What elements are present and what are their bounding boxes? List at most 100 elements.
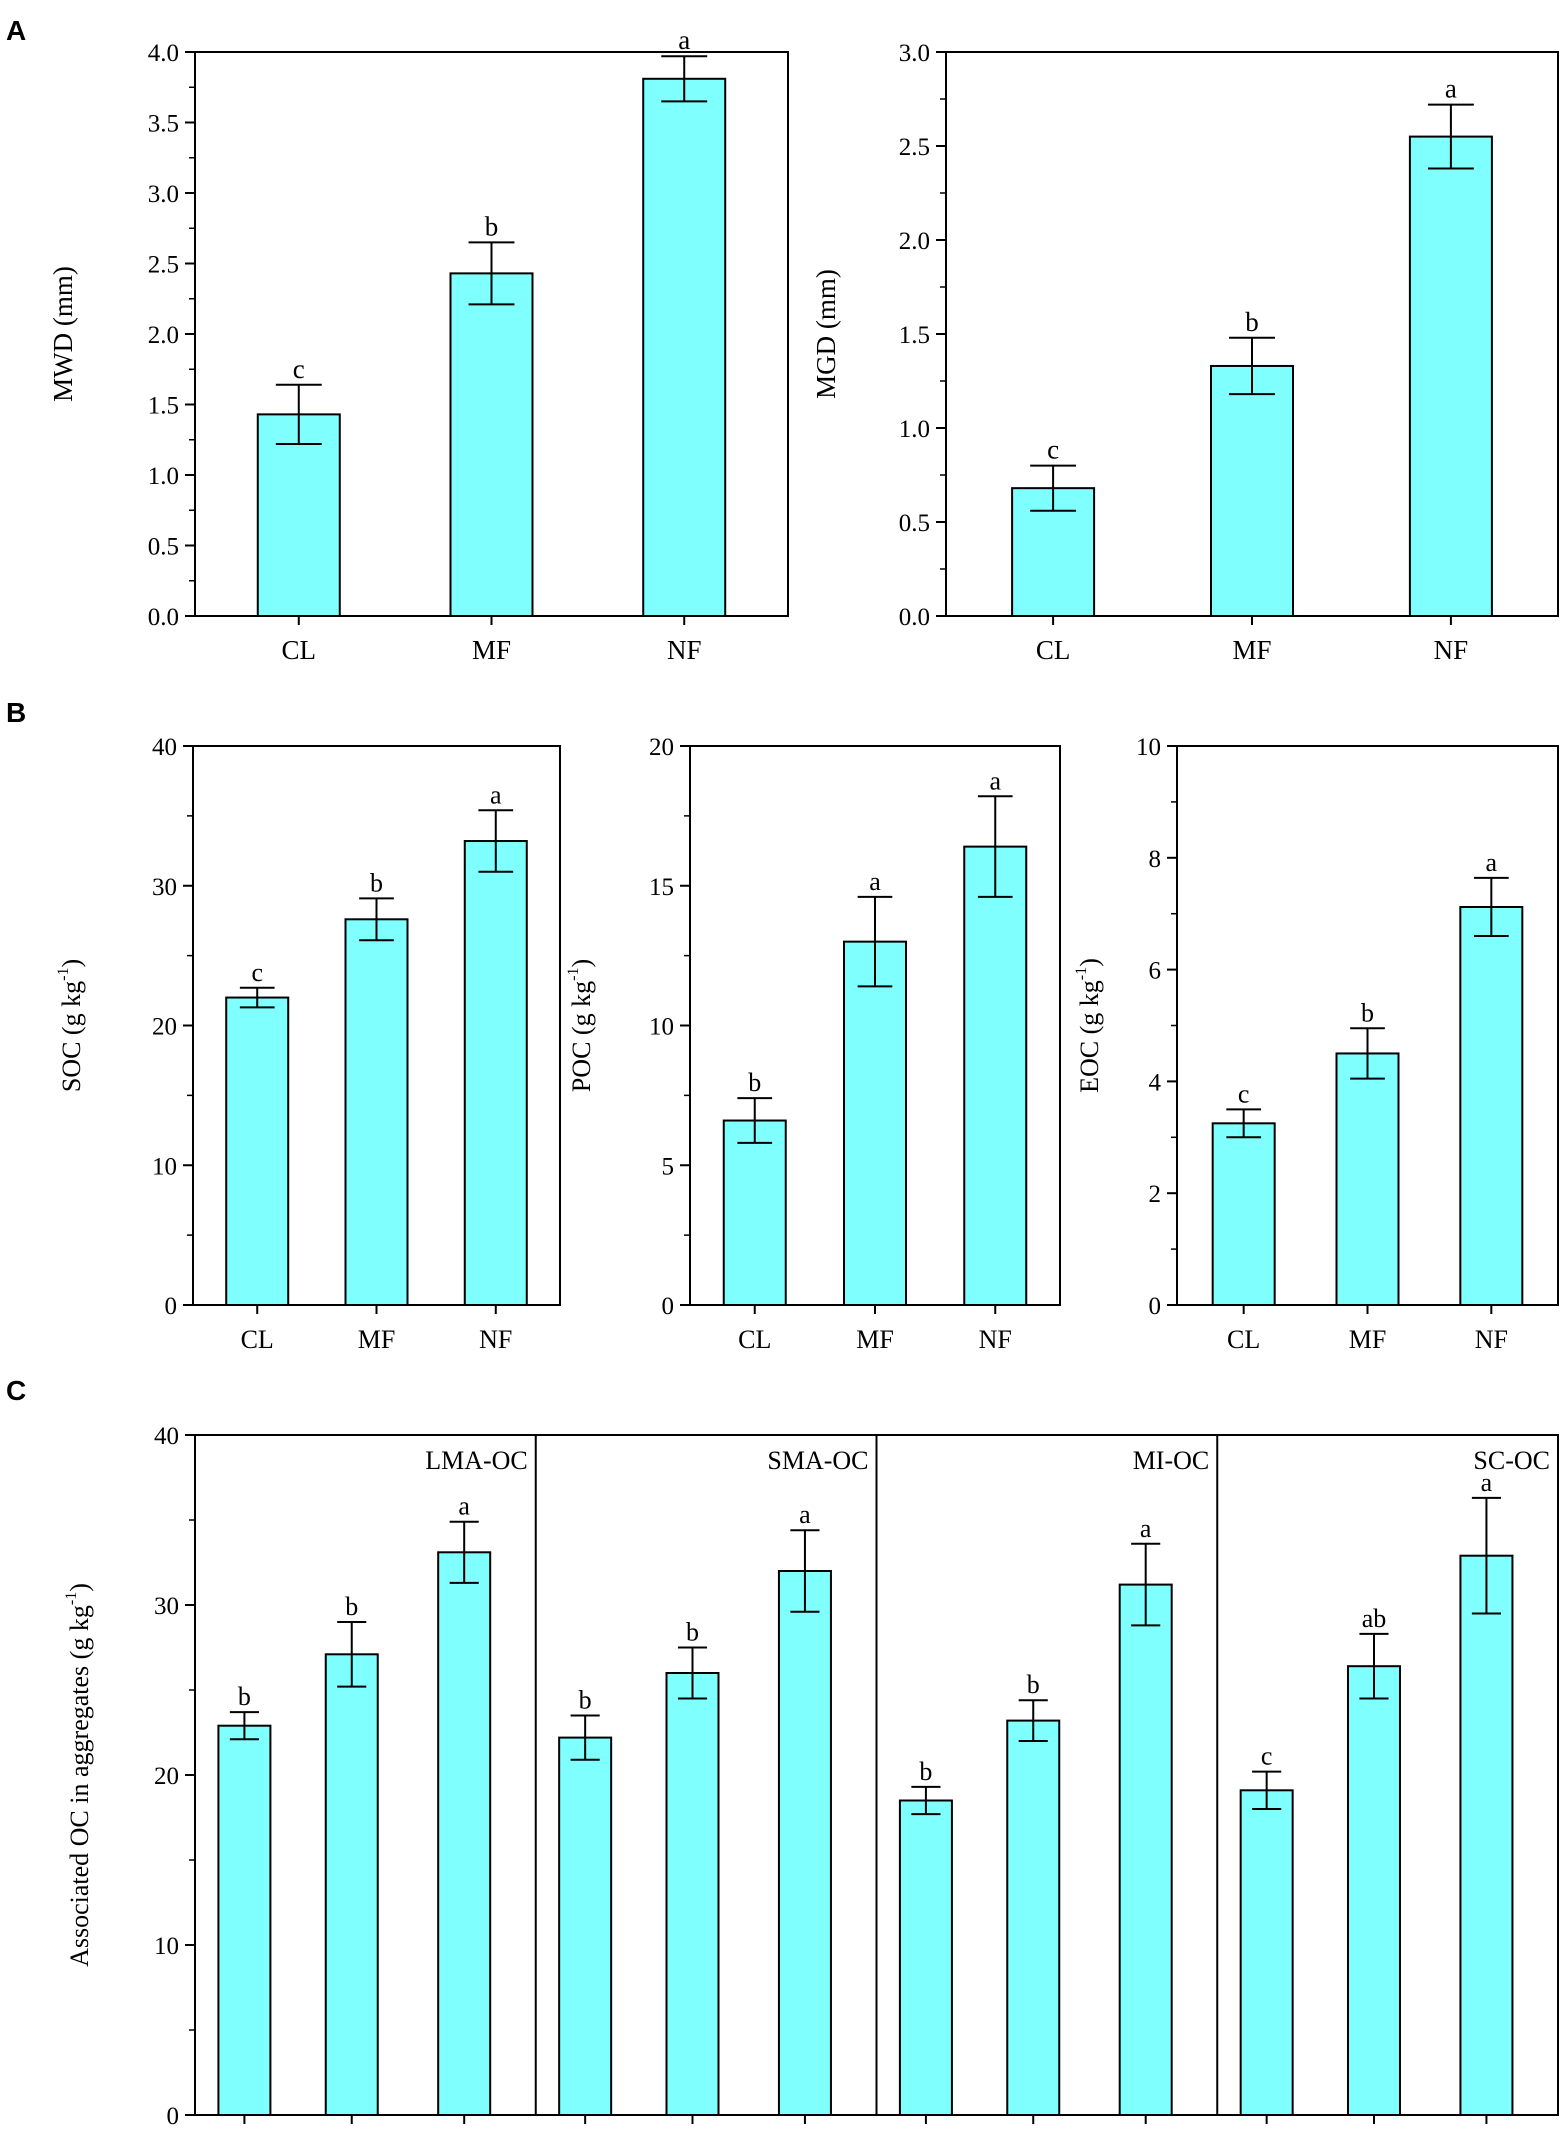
chart-a1-ytick-label: 3.0 <box>148 181 179 208</box>
chart-b1-ytick-label: 40 <box>152 734 177 761</box>
chart-b2-ytick-label: 0 <box>662 1293 675 1320</box>
chart-a1-ytick-label: 4.0 <box>148 40 179 67</box>
chart-b3-ylabel-superscript: -1 <box>1073 967 1090 980</box>
chart-c-ylabel-text: Associated OC in aggregates (g kg <box>65 1605 94 1967</box>
chart-b3-sig-letter-mf: b <box>1361 998 1374 1027</box>
chart-b2-ytick-label: 20 <box>649 734 674 761</box>
chart-a1-bar-nf <box>642 77 727 618</box>
chart-b1-bar-nf <box>463 840 528 1307</box>
chart-a2-bar-cl <box>1011 487 1096 617</box>
chart-a1-ytick-label: 2.0 <box>148 322 179 349</box>
chart-c-ytick-label: 10 <box>154 1933 179 1960</box>
chart-b3-xtick-label-mf: MF <box>1349 1325 1387 1354</box>
chart-b2-ytick-label: 10 <box>649 1014 674 1041</box>
chart-a1: 0.0 0.5 1.0 1.5 2.0 2.5 3.0 3.5 4.0 MWD (mm) c CL b M… <box>48 25 789 665</box>
chart-b2-ytick-label: 15 <box>649 874 674 901</box>
chart-b2-sig-letter-nf: a <box>989 766 1001 795</box>
chart-c-group-sma-oc-bar-mf <box>665 1672 720 2116</box>
chart-c-group-mi-oc-bar-nf <box>1118 1583 1173 2116</box>
chart-c-group-sc-oc-sig-letter-nf: a <box>1481 1468 1493 1497</box>
chart-a1-xtick-label-mf: MF <box>472 635 511 665</box>
chart-c-ytick-label: 30 <box>154 1593 179 1620</box>
chart-a1-ytick-label: 0.0 <box>148 604 179 631</box>
chart-b3-xtick-label-cl: CL <box>1227 1325 1260 1354</box>
chart-a1-sig-letter-cl: c <box>293 354 305 384</box>
chart-c-group-lma-oc-bar-mf <box>324 1653 379 2117</box>
chart-b2-bar-nf <box>963 845 1028 1306</box>
chart-b3-ytick-label: 4 <box>1149 1069 1162 1096</box>
chart-a2-xtick-label-cl: CL <box>1036 635 1071 665</box>
chart-b2-sig-letter-cl: b <box>748 1068 761 1097</box>
chart-a2-ytick-label: 3.0 <box>899 40 930 67</box>
chart-b1-ylabel: SOC (g kg-1) <box>55 959 86 1092</box>
chart-c-group-lma-oc: LMA-OCbCLbMFaNF <box>217 1446 528 2124</box>
chart-b3-bar-cl <box>1211 1122 1276 1306</box>
chart-a2-ylabel-text: MGD (mm) <box>811 269 841 399</box>
chart-b3: 0 2 4 6 8 10 EOC (g kg-1) c CL b MF a NF <box>1073 734 1559 1354</box>
chart-b1-ytick-label: 0 <box>165 1293 178 1320</box>
chart-b1-ytick-label: 20 <box>152 1014 177 1041</box>
chart-b2-sig-letter-mf: a <box>869 867 881 896</box>
chart-a1-bar-cl <box>256 413 341 617</box>
chart-c-group-mi-oc-bar-mf <box>1006 1719 1061 2116</box>
chart-c-group-sc-oc-bar-nf <box>1459 1554 1514 2116</box>
chart-b3-ytick-label: 0 <box>1149 1293 1162 1320</box>
chart-b1-xtick-label-mf: MF <box>358 1325 396 1354</box>
chart-b2-bar-cl <box>722 1119 787 1307</box>
chart-b1-ytick-label: 10 <box>152 1153 177 1180</box>
chart-c-group-lma-oc-bar-cl <box>217 1724 272 2116</box>
chart-a1-xtick-label-nf: NF <box>667 635 702 665</box>
chart-b3-ytick-label: 8 <box>1149 846 1162 873</box>
chart-c-group-sma-oc-title: SMA-OC <box>767 1446 868 1475</box>
chart-a2-ylabel: MGD (mm) <box>811 269 841 399</box>
chart-a2-xtick-label-mf: MF <box>1232 635 1271 665</box>
chart-a2-ytick-label: 1.0 <box>899 416 930 443</box>
chart-b1-xtick-label-nf: NF <box>479 1325 512 1354</box>
chart-a1-bar-mf <box>449 272 534 617</box>
chart-b2-xtick-label-nf: NF <box>979 1325 1012 1354</box>
chart-c-group-mi-oc-bar-cl <box>898 1799 953 2116</box>
chart-c-group-sc-oc: SC-OCcCLabMFaNF <box>1216 1435 1550 2124</box>
chart-a1-ytick-label: 1.0 <box>148 463 179 490</box>
chart-b3-ylabel-text: EOC (g kg <box>1075 980 1104 1093</box>
chart-c: 0 10 20 30 40 Associated OC in aggregates (g … <box>63 1423 1559 2130</box>
chart-c-group-sma-oc-sig-letter-cl: b <box>579 1686 592 1715</box>
chart-c-group-sma-oc-bar-nf <box>777 1570 832 2116</box>
chart-b2-ylabel: POC (g kg-1) <box>565 959 596 1092</box>
chart-c-group-mi-oc: MI-OCbCLbMFaNF <box>875 1435 1209 2124</box>
chart-b1-sig-letter-mf: b <box>370 868 383 897</box>
chart-b3-sig-letter-nf: a <box>1486 848 1498 877</box>
chart-c-group-sc-oc-sig-letter-cl: c <box>1261 1742 1273 1771</box>
chart-a2-bar-mf <box>1210 364 1294 617</box>
chart-b3-ytick-label: 10 <box>1136 734 1161 761</box>
chart-a2-sig-letter-mf: b <box>1245 307 1259 337</box>
chart-b3-ytick-label: 2 <box>1149 1181 1162 1208</box>
chart-c-group-sma-oc-bar-cl <box>558 1736 613 2116</box>
chart-c-group-lma-oc-bar-nf <box>437 1551 492 2117</box>
chart-a2-ytick-label: 0.5 <box>899 510 930 537</box>
chart-b1-xtick-label-cl: CL <box>241 1325 274 1354</box>
chart-b2-xtick-label-cl: CL <box>738 1325 771 1354</box>
chart-b3-ytick-label: 6 <box>1149 958 1162 985</box>
chart-b3-bar-mf <box>1335 1052 1400 1306</box>
chart-b3-xtick-label-nf: NF <box>1475 1325 1508 1354</box>
chart-a2-sig-letter-nf: a <box>1445 74 1457 104</box>
chart-c-ytick-label: 20 <box>154 1763 179 1790</box>
chart-b1-bar-mf <box>344 918 409 1306</box>
chart-b1-ylabel-close: ) <box>57 959 86 968</box>
chart-b1-ylabel-superscript: -1 <box>55 968 72 981</box>
chart-a2-ytick-label: 2.5 <box>899 134 930 161</box>
chart-c-group-lma-oc-sig-letter-mf: b <box>345 1592 358 1621</box>
chart-c-ytick-label: 0 <box>167 2103 180 2130</box>
chart-b1-sig-letter-cl: c <box>251 958 263 987</box>
chart-a1-sig-letter-nf: a <box>678 25 690 55</box>
chart-c-group-sc-oc-bar-cl <box>1239 1789 1294 2117</box>
charts-layer: 0.0 0.5 1.0 1.5 2.0 2.5 3.0 3.5 4.0 MWD (mm) c CL b M… <box>48 25 1559 2130</box>
chart-c-group-lma-oc-title: LMA-OC <box>425 1446 528 1475</box>
chart-a1-ytick-label: 0.5 <box>148 534 179 561</box>
chart-b1-ytick-label: 30 <box>152 874 177 901</box>
chart-c-group-sma-oc-sig-letter-mf: b <box>686 1618 699 1647</box>
chart-c-ytick-label: 40 <box>154 1423 179 1450</box>
chart-c-ylabel-superscript: -1 <box>63 1592 80 1605</box>
